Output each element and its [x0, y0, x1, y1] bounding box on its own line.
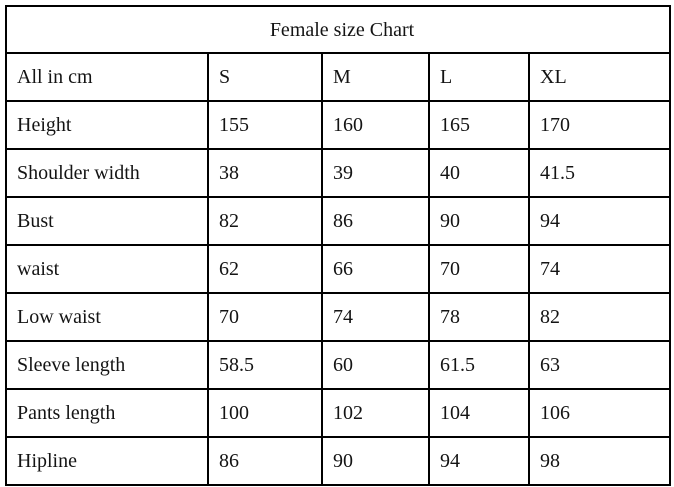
cell-value: 90 [428, 196, 530, 246]
table-row-height: Height 155 160 165 170 [5, 100, 672, 150]
cell-value: 106 [527, 388, 672, 438]
table-row-shoulder-width: Shoulder width 38 39 40 41.5 [5, 148, 672, 198]
cell-value: 70 [428, 244, 530, 294]
column-header-s: S [207, 52, 323, 102]
cell-value: 63 [527, 340, 672, 390]
column-header-xl: XL [527, 52, 672, 102]
table-title: Female size Chart [4, 5, 672, 54]
cell-value: 160 [321, 100, 430, 150]
column-header-l: L [428, 52, 530, 102]
cell-value: 94 [527, 196, 672, 246]
cell-value: 82 [527, 292, 672, 342]
cell-value: 58.5 [207, 340, 323, 390]
cell-value: 170 [527, 100, 672, 150]
row-label: Pants length [5, 388, 209, 438]
table-row-low-waist: Low waist 70 74 78 82 [5, 292, 672, 342]
cell-value: 39 [321, 148, 430, 198]
row-label: Sleeve length [5, 340, 209, 390]
cell-value: 66 [321, 244, 430, 294]
cell-value: 38 [207, 148, 323, 198]
table-title-row: Female size Chart [4, 5, 672, 54]
cell-value: 86 [321, 196, 430, 246]
cell-value: 86 [207, 436, 323, 486]
row-label: waist [5, 244, 209, 294]
cell-value: 90 [321, 436, 430, 486]
cell-value: 94 [428, 436, 530, 486]
cell-value: 41.5 [527, 148, 672, 198]
cell-value: 155 [207, 100, 323, 150]
cell-value: 74 [321, 292, 430, 342]
table-row-sleeve-length: Sleeve length 58.5 60 61.5 63 [5, 340, 672, 390]
table-header-row: All in cm S M L XL [5, 52, 672, 102]
row-label: Low waist [5, 292, 209, 342]
cell-value: 78 [428, 292, 530, 342]
row-label: Height [5, 100, 209, 150]
row-label: Shoulder width [5, 148, 209, 198]
cell-value: 165 [428, 100, 530, 150]
cell-value: 62 [207, 244, 323, 294]
cell-value: 70 [207, 292, 323, 342]
row-label: Hipline [5, 436, 209, 486]
row-label: Bust [5, 196, 209, 246]
table-row-waist: waist 62 66 70 74 [5, 244, 672, 294]
cell-value: 82 [207, 196, 323, 246]
size-chart-table: Female size Chart All in cm S M L XL Hei… [4, 5, 672, 486]
table-row-hipline: Hipline 86 90 94 98 [5, 436, 672, 486]
cell-value: 104 [428, 388, 530, 438]
table-row-bust: Bust 82 86 90 94 [5, 196, 672, 246]
table-row-pants-length: Pants length 100 102 104 106 [5, 388, 672, 438]
column-header-m: M [321, 52, 430, 102]
cell-value: 61.5 [428, 340, 530, 390]
cell-value: 40 [428, 148, 530, 198]
cell-value: 100 [207, 388, 323, 438]
cell-value: 98 [527, 436, 672, 486]
cell-value: 74 [527, 244, 672, 294]
cell-value: 102 [321, 388, 430, 438]
cell-value: 60 [321, 340, 430, 390]
column-header-unit: All in cm [5, 52, 209, 102]
